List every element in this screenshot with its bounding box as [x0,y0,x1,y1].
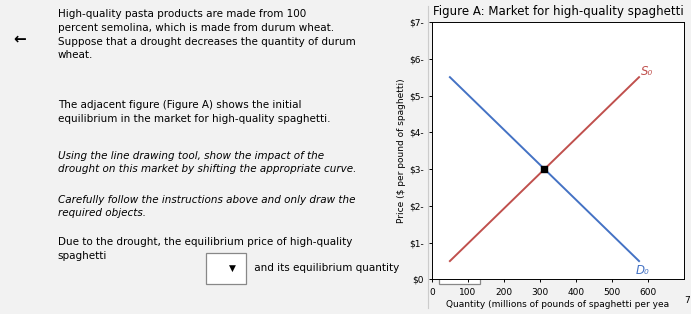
Text: The adjacent figure (Figure A) shows the initial
equilibrium in the market for h: The adjacent figure (Figure A) shows the… [58,100,330,124]
Text: 7: 7 [684,296,690,305]
FancyBboxPatch shape [439,253,480,284]
Text: Carefully follow the instructions above and only draw the
required objects.: Carefully follow the instructions above … [58,195,355,218]
Text: ▼: ▼ [462,264,469,273]
Y-axis label: Price ($ per pound of spaghetti): Price ($ per pound of spaghetti) [397,78,406,223]
Text: and its equilibrium quantity: and its equilibrium quantity [251,263,399,273]
Text: .: . [484,263,487,273]
Text: High-quality pasta products are made from 100
percent semolina, which is made fr: High-quality pasta products are made fro… [58,9,356,60]
Text: D₀: D₀ [636,264,650,277]
Text: Using the line drawing tool, show the impact of the
drought on this market by sh: Using the line drawing tool, show the im… [58,151,357,174]
FancyBboxPatch shape [206,253,246,284]
Text: ▼: ▼ [229,264,236,273]
Text: Due to the drought, the equilibrium price of high-quality
spaghetti: Due to the drought, the equilibrium pric… [58,237,352,261]
X-axis label: Quantity (millions of pounds of spaghetti per yea: Quantity (millions of pounds of spaghett… [446,300,670,309]
Text: ←: ← [13,31,26,46]
Text: S₀: S₀ [641,65,653,78]
Title: Figure A: Market for high-quality spaghetti: Figure A: Market for high-quality spaghe… [433,5,683,18]
